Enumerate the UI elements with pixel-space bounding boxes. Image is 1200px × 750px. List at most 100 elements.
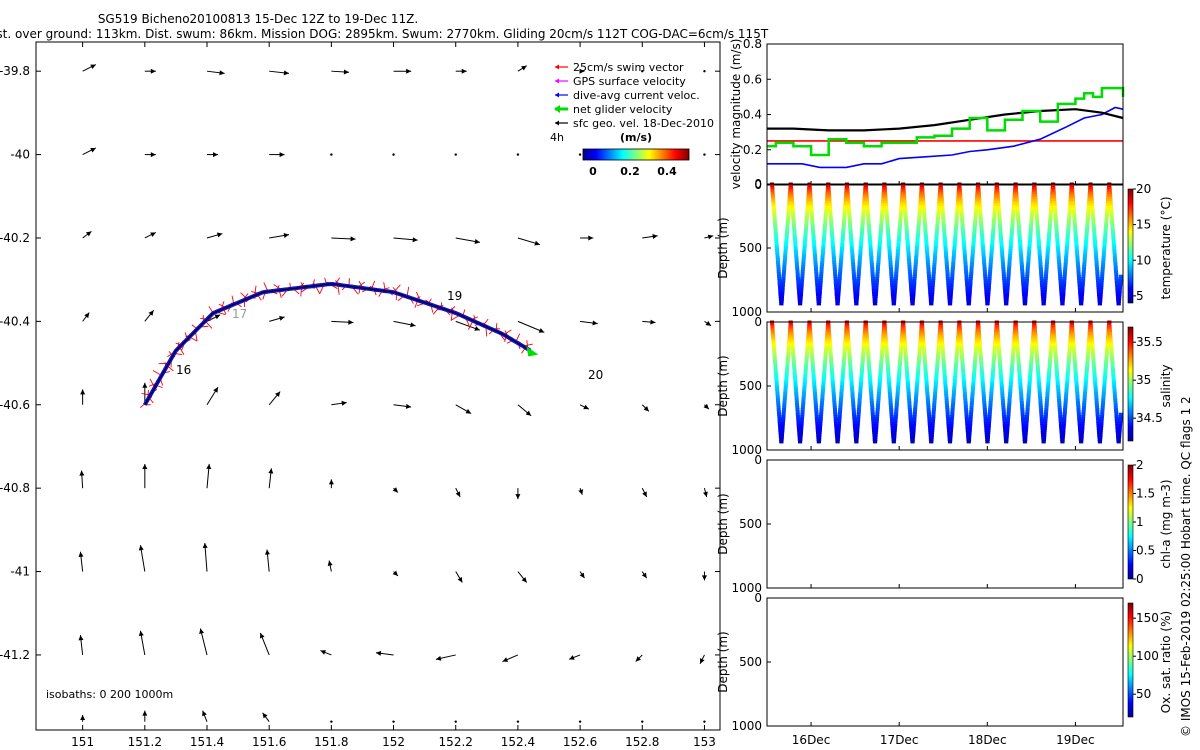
- section-sample: [970, 391, 975, 395]
- section-sample: [806, 196, 811, 200]
- section-sample: [1073, 366, 1078, 370]
- section-sample: [976, 191, 981, 195]
- section-sample: [974, 336, 979, 340]
- section-sample: [1056, 253, 1061, 257]
- section-sample: [906, 249, 911, 253]
- section-sample: [1021, 288, 1026, 292]
- section-sample: [1020, 277, 1025, 280]
- section-sample: [907, 405, 912, 409]
- section-sample: [960, 355, 964, 359]
- section-sample: [1074, 240, 1079, 244]
- section-sample: [1117, 295, 1122, 299]
- section-sample: [1101, 260, 1106, 264]
- geo-vector-dot: [516, 153, 520, 156]
- section-sample: [800, 408, 805, 412]
- section-sample: [898, 350, 903, 354]
- section-sample: [1099, 421, 1104, 425]
- section-sample: [907, 265, 912, 269]
- section-sample: [1010, 359, 1015, 363]
- section-sample: [893, 288, 897, 292]
- section-sample: [796, 424, 801, 428]
- section-sample: [885, 224, 890, 227]
- section-sample: [1048, 352, 1053, 356]
- section-sample: [868, 244, 873, 248]
- geo-vector-head: [569, 655, 575, 660]
- section-sample: [984, 286, 989, 290]
- section-sample: [770, 329, 775, 333]
- section-sample: [1112, 394, 1117, 398]
- section-sample: [782, 263, 787, 267]
- section-sample: [1024, 426, 1029, 430]
- section-sample: [954, 364, 958, 368]
- section-sample: [795, 412, 800, 416]
- section-sample: [1054, 368, 1059, 372]
- section-sample: [841, 228, 846, 232]
- geo-vector: [580, 235, 594, 241]
- section-sample: [1050, 334, 1054, 338]
- section-sample: [1006, 277, 1011, 280]
- section-sample: [808, 332, 813, 335]
- section-sample: [1088, 187, 1093, 191]
- section-sample: [809, 210, 814, 214]
- section-sample: [1052, 338, 1057, 342]
- section-sample: [1053, 348, 1058, 352]
- section-sample: [1076, 267, 1081, 271]
- section-sample: [894, 267, 899, 271]
- section-sample: [1054, 362, 1059, 365]
- section-sample: [1052, 196, 1057, 200]
- velocity-y-tick-label: 0.6: [743, 72, 762, 86]
- section-sample: [959, 341, 963, 345]
- section-sample: [1015, 205, 1020, 209]
- section-sample: [1007, 256, 1012, 260]
- section-sample: [963, 263, 968, 267]
- colorbar-tick-label: 1: [1136, 515, 1144, 529]
- section-sample: [819, 267, 824, 271]
- section-sample: [1039, 415, 1044, 418]
- section-sample: [1024, 421, 1029, 425]
- section-sample: [878, 240, 882, 244]
- section-sample: [1002, 417, 1007, 421]
- section-sample: [800, 270, 805, 274]
- section-sample: [899, 338, 904, 342]
- section-sample: [883, 200, 888, 204]
- section-sample: [986, 290, 991, 294]
- geo-vector-head: [350, 236, 356, 242]
- section-sample: [886, 373, 891, 377]
- section-sample: [845, 329, 850, 333]
- section-sample: [958, 334, 963, 338]
- section-sample: [826, 322, 831, 326]
- section-sample: [979, 364, 984, 368]
- section-sample: [915, 242, 920, 246]
- section-sample: [887, 387, 892, 391]
- section-sample: [771, 205, 776, 209]
- section-sample: [845, 332, 850, 335]
- section-sample: [1033, 336, 1038, 340]
- section-sample: [903, 350, 908, 354]
- section-sample: [1034, 350, 1039, 354]
- section-sample: [902, 196, 907, 200]
- section-sample: [890, 283, 895, 287]
- section-sample: [840, 242, 845, 246]
- section-sample: [814, 277, 819, 280]
- section-sample: [1067, 207, 1072, 211]
- section-sample: [880, 210, 885, 214]
- section-sample: [1066, 357, 1071, 361]
- section-sample: [848, 221, 852, 225]
- section-sample: [1117, 428, 1122, 432]
- section-sample: [1053, 212, 1058, 216]
- section-sample: [942, 235, 947, 239]
- section-sample: [1043, 424, 1048, 428]
- section-sample: [924, 240, 929, 244]
- section-sample: [928, 290, 933, 294]
- section-sample: [851, 267, 856, 271]
- section-sample: [953, 235, 958, 239]
- section-sample: [1040, 426, 1045, 430]
- section-sample: [955, 207, 960, 211]
- section-sample: [799, 421, 804, 425]
- geo-vector: [269, 70, 290, 76]
- section-sample: [851, 272, 856, 276]
- section-sample: [841, 364, 846, 368]
- section-sample: [971, 237, 976, 241]
- section-sample: [859, 371, 864, 375]
- section-sample: [951, 253, 956, 257]
